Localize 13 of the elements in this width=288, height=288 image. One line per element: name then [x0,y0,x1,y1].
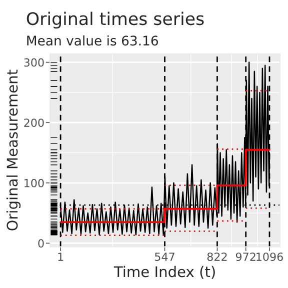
x-axis-title: Time Index (t) [114,266,215,279]
x-tick-label: 972 [236,252,256,261]
x-tick-label: 1 [58,252,64,261]
y-tick-label: 200 [24,118,44,127]
y-tick-label: 100 [24,178,44,188]
y-axis-title: Original Measurement [6,70,21,230]
y-tick-label: 0 [38,239,44,248]
x-tick-label: 822 [207,252,227,261]
chart-title: Original times series [26,12,204,29]
x-tick-label: 1096 [256,252,283,261]
x-tick-label: 547 [154,252,174,261]
chart-subtitle: Mean value is 63.16 [27,35,158,46]
y-tick-label: 300 [24,58,44,67]
